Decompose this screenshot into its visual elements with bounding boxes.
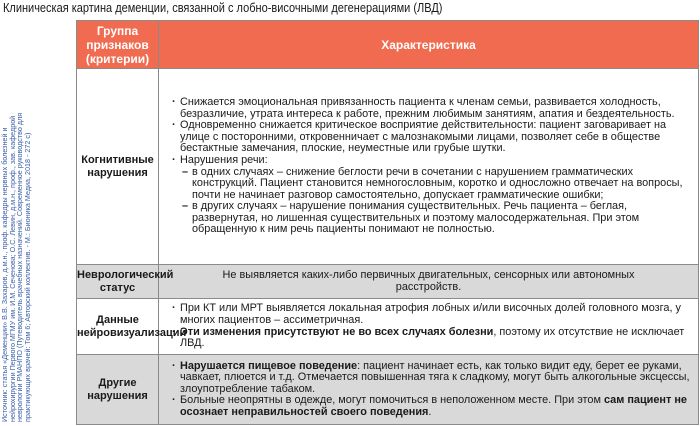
text: Больные неопрятны в одежде, могут помочи… — [180, 394, 604, 407]
list-item: Нарушения речи: — [172, 154, 692, 167]
header-characteristic: Характеристика — [158, 20, 699, 69]
table-title: Клиническая картина деменции, связанной … — [3, 1, 443, 15]
characteristic-cell: Снижается эмоциональная привязанность па… — [158, 68, 699, 265]
group-cell: Неврологический статус — [76, 264, 173, 299]
table-row: Другие нарушения Нарушается пищевое пове… — [76, 354, 699, 425]
bold-text: Эти изменения присутствуют не во всех сл… — [180, 325, 494, 338]
list-item: При КТ или МРТ выявляется локальная атро… — [172, 302, 692, 326]
bold-text: сам пациент не осознает неправильностей … — [180, 394, 687, 418]
source-note: Источник: статья «Деменции» В.В. Захаров… — [0, 112, 32, 422]
table-row: Когнитивные нарушения Снижается эмоциона… — [76, 68, 699, 265]
sub-list-item: в других случаях – нарушение понимания с… — [182, 201, 692, 236]
text: . — [428, 405, 432, 418]
characteristic-cell: Не выявляется каких-либо первичных двига… — [158, 264, 699, 299]
header-group: Группа признаков (критерии) — [76, 20, 159, 69]
characteristic-cell: Нарушается пищевое поведение: пациент на… — [158, 354, 699, 425]
list-item: Больные неопрятны в одежде, могут помочи… — [172, 394, 692, 418]
table-row: Данные нейровизуализации При КТ или МРТ … — [76, 298, 699, 355]
characteristic-cell: При КТ или МРТ выявляется локальная атро… — [158, 298, 699, 355]
table-row: Неврологический статус Не выявляется как… — [76, 264, 699, 299]
header-row: Группа признаков (критерии) Характеристи… — [76, 20, 699, 69]
bold-text: Нарушается пищевое поведение — [180, 359, 358, 372]
list-item: Нарушается пищевое поведение: пациент на… — [172, 359, 692, 396]
list-item: Снижается эмоциональная привязанность па… — [172, 96, 692, 120]
list-item: Эти изменения присутствуют не во всех сл… — [172, 325, 692, 350]
text: , поэтому их отсутствие не исключает ЛВД… — [180, 325, 685, 350]
text: : пациент начинает есть, как только види… — [180, 359, 690, 395]
ftd-clinical-table: Группа признаков (критерии) Характеристи… — [76, 20, 699, 425]
sub-list-item: в одних случаях – снижение беглости речи… — [182, 166, 692, 202]
group-cell: Другие нарушения — [76, 354, 159, 425]
list-item: Одновременно снижается критическое воспр… — [172, 119, 692, 155]
group-cell: Когнитивные нарушения — [76, 68, 159, 265]
group-cell: Данные нейровизуализации — [76, 298, 186, 355]
